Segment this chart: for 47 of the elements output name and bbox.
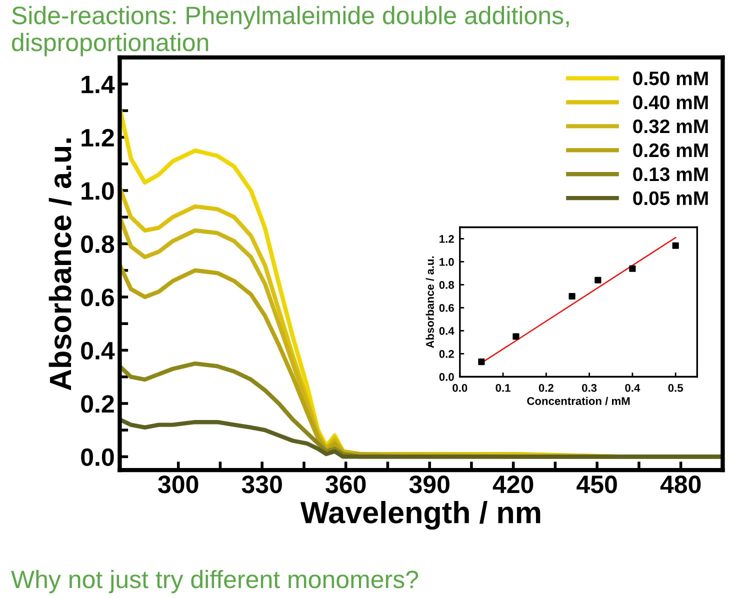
x-axis-title: Wavelength / nm [300,500,540,530]
x-tick-label: 0.1 [496,384,510,392]
x-tick-label: 390 [409,476,450,494]
y-tick-label: 0.0 [439,373,454,381]
point [594,276,602,284]
x-tick-label: 0.3 [582,384,597,392]
y-tick-label: 0.2 [439,350,454,358]
x-tick-label: 0.0 [452,384,468,392]
y-axis-title: Absorbance / a.u. [48,138,72,390]
point [512,333,520,340]
point [478,358,485,366]
legend-label: 0.13 mM [633,167,708,182]
x-tick-label: 450 [576,476,617,494]
y-tick-label: 0.6 [81,288,114,306]
y-tick-label: 0.2 [81,395,114,413]
y-tick-label: 1.0 [82,182,114,200]
y-tick-label: 0.6 [439,304,454,312]
x-tick-label: 360 [326,476,366,494]
y-tick-label: 1.4 [82,76,115,94]
y-tick-label: 0.8 [439,281,454,289]
legend-label: 0.32 mM [633,119,708,134]
y-tick-label: 0.4 [81,342,115,360]
x-tick-label: 480 [660,476,701,494]
x-tick-label: 0.4 [625,384,640,392]
y-tick-label: 1.0 [440,258,454,266]
legend-label: 0.26 mM [633,143,708,158]
x-axis-title: Concentration / mM [527,396,630,406]
y-tick-label: 0.4 [439,327,454,335]
line-series [120,417,723,459]
y-axis-title: Absorbance / a.u. [426,256,434,348]
x-tick-label: 0.5 [668,384,683,392]
text: Why not just try different monomers? [11,570,418,594]
y-tick-label: 1.2 [440,235,454,243]
text: Side-reactions: Phenylmaleimide double additions, disproportionation [12,6,569,56]
x-tick-label: 330 [242,476,282,494]
point [672,242,679,249]
point [568,292,576,300]
legend-label: 0.50 mM [633,72,708,86]
y-tick-label: 0.8 [81,235,114,254]
y-tick-label: 1.2 [82,128,114,146]
x-tick-label: 300 [158,476,198,494]
y-tick-label: 0.0 [81,448,114,466]
point [629,265,636,272]
x-tick-label: 420 [492,476,534,494]
x-tick-label: 0.2 [538,384,554,392]
legend-label: 0.05 mM [633,191,708,206]
legend-label: 0.40 mM [633,95,708,110]
